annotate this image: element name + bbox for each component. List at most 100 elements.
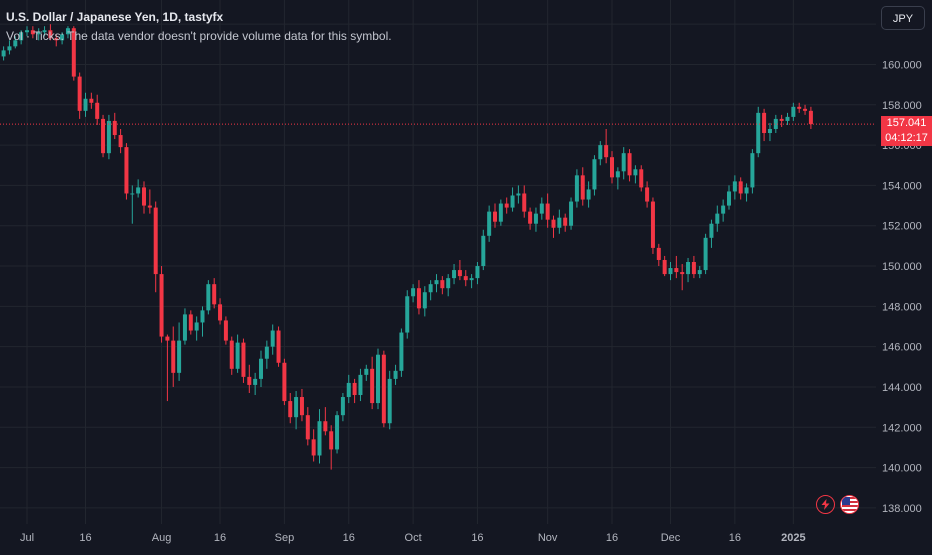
candle[interactable] (48, 24, 53, 41)
price-axis[interactable]: 162.000160.000158.000156.000154.000152.0… (876, 0, 932, 524)
candle[interactable] (346, 374, 351, 404)
candle[interactable] (422, 286, 427, 317)
candle[interactable] (569, 197, 574, 230)
candle[interactable] (487, 205, 492, 242)
candle[interactable] (463, 270, 468, 287)
candle[interactable] (493, 203, 497, 228)
candle[interactable] (142, 181, 146, 214)
candle[interactable] (598, 141, 603, 166)
symbol-title[interactable]: U.S. Dollar / Japanese Yen, 1D, tastyfx (6, 10, 224, 24)
candle[interactable] (212, 278, 217, 309)
candle[interactable] (247, 364, 252, 393)
candle[interactable] (405, 290, 410, 339)
candle[interactable] (481, 229, 486, 271)
candle[interactable] (264, 340, 269, 369)
candle[interactable] (329, 425, 334, 470)
candle[interactable] (282, 358, 287, 406)
candle[interactable] (604, 128, 609, 164)
candle[interactable] (691, 255, 696, 279)
candle[interactable] (803, 104, 808, 115)
candle[interactable] (645, 181, 650, 208)
candle[interactable] (305, 407, 310, 446)
candle[interactable] (182, 308, 187, 345)
candle[interactable] (30, 26, 35, 39)
candle[interactable] (393, 364, 398, 385)
candle[interactable] (60, 32, 65, 45)
candle[interactable] (668, 262, 673, 281)
candle[interactable] (785, 112, 790, 125)
candle[interactable] (165, 334, 170, 402)
candle[interactable] (89, 92, 94, 109)
candle[interactable] (504, 197, 509, 214)
candle[interactable] (686, 257, 691, 283)
candle[interactable] (563, 213, 568, 232)
candle[interactable] (703, 233, 708, 275)
candle[interactable] (370, 356, 375, 410)
candle[interactable] (54, 34, 59, 47)
candle[interactable] (533, 207, 538, 232)
candle[interactable] (528, 207, 533, 230)
candle[interactable] (130, 185, 135, 224)
candle[interactable] (19, 30, 24, 45)
candle[interactable] (188, 310, 193, 335)
candle[interactable] (610, 151, 614, 184)
candle[interactable] (440, 276, 445, 295)
candle[interactable] (376, 348, 380, 410)
candle[interactable] (539, 197, 544, 220)
candle[interactable] (241, 338, 246, 383)
candle[interactable] (77, 72, 82, 119)
candle[interactable] (808, 106, 813, 129)
candle[interactable] (294, 390, 299, 430)
candle[interactable] (194, 316, 199, 341)
candle[interactable] (615, 167, 620, 190)
candle[interactable] (697, 266, 702, 279)
candle[interactable] (124, 143, 129, 200)
candle[interactable] (147, 189, 152, 214)
candle[interactable] (680, 264, 685, 291)
candle[interactable] (510, 187, 515, 212)
candle[interactable] (171, 326, 176, 387)
candle[interactable] (335, 411, 340, 454)
candle[interactable] (773, 114, 778, 134)
candle[interactable] (323, 407, 328, 436)
candle[interactable] (106, 114, 111, 160)
candle[interactable] (674, 255, 679, 279)
lightning-icon[interactable] (816, 495, 835, 514)
candle[interactable] (118, 128, 123, 154)
candle[interactable] (153, 201, 158, 293)
candle[interactable] (639, 165, 644, 192)
candle[interactable] (411, 284, 416, 303)
candle[interactable] (709, 219, 714, 248)
candle[interactable] (387, 370, 392, 430)
candle[interactable] (352, 378, 357, 404)
candle[interactable] (200, 306, 205, 337)
candle[interactable] (627, 149, 632, 182)
candle[interactable] (469, 274, 474, 289)
candle[interactable] (715, 205, 720, 232)
candle[interactable] (592, 155, 597, 196)
candle[interactable] (416, 280, 421, 315)
candle[interactable] (1, 46, 6, 61)
candle[interactable] (288, 393, 293, 424)
candle[interactable] (756, 106, 761, 158)
candle[interactable] (574, 169, 579, 208)
candle[interactable] (586, 181, 591, 208)
candle[interactable] (779, 114, 784, 127)
candle[interactable] (744, 183, 749, 202)
candle[interactable] (516, 185, 521, 204)
candle[interactable] (65, 26, 70, 39)
time-axis[interactable]: Jul 16 Aug 16 Sep 16 Oct 16 Nov 16 Dec 16 2025 (0, 524, 932, 550)
candle[interactable] (229, 336, 234, 375)
candle[interactable] (259, 350, 263, 387)
candle[interactable] (25, 26, 29, 37)
candle[interactable] (656, 243, 661, 267)
candle[interactable] (218, 298, 223, 325)
candle[interactable] (358, 368, 363, 402)
candle[interactable] (797, 102, 802, 113)
candle[interactable] (551, 215, 556, 238)
candle[interactable] (762, 108, 767, 142)
candle[interactable] (475, 262, 480, 285)
candle[interactable] (434, 274, 439, 293)
candle[interactable] (738, 177, 743, 200)
candle[interactable] (750, 149, 755, 194)
